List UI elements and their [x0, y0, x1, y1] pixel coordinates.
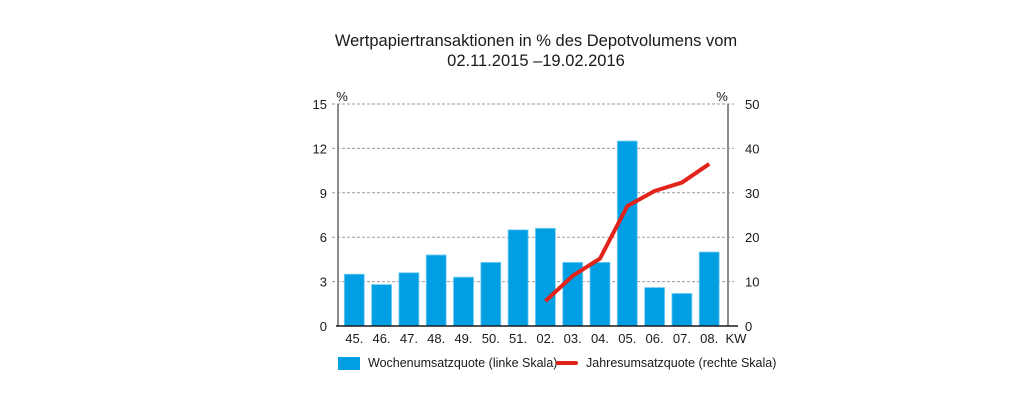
left-tick-label: 15	[313, 97, 327, 112]
x-axis-label: KW	[726, 331, 748, 346]
bar	[480, 261, 502, 327]
bar	[589, 261, 611, 327]
left-tick-label: 6	[320, 230, 327, 245]
chart-title-line2: 02.11.2015 –19.02.2016	[447, 52, 625, 70]
bar	[644, 287, 665, 327]
bar	[616, 140, 638, 327]
x-tick-label: 06.	[646, 331, 664, 346]
left-unit-label: %	[336, 89, 348, 104]
left-tick-label: 9	[320, 186, 327, 201]
right-tick-label: 40	[745, 141, 759, 156]
chart-title-line1: Wertpapiertransaktionen in % des Depotvo…	[334, 32, 738, 50]
legend-item-bars: Wochenumsatzquote (linke Skala)	[338, 356, 557, 370]
x-tick-label: 03.	[564, 331, 582, 346]
bar	[698, 251, 720, 327]
axes	[336, 104, 738, 327]
x-tick-label: 47.	[400, 331, 418, 346]
bar	[398, 272, 420, 327]
x-tick-label: 07.	[673, 331, 691, 346]
x-tick-label: 05.	[618, 331, 636, 346]
right-tick-label: 50	[745, 97, 759, 112]
left-tick-label: 0	[320, 319, 327, 334]
left-tick-label: 3	[320, 275, 327, 290]
x-tick-label: 51.	[509, 331, 527, 346]
x-tick-label: 46.	[373, 331, 391, 346]
bar	[343, 273, 365, 327]
x-tick-label: 48.	[427, 331, 445, 346]
x-tick-label: 50.	[482, 331, 500, 346]
right-tick-label: 0	[745, 319, 752, 334]
legend-swatch-line	[556, 361, 578, 365]
bar	[507, 229, 529, 327]
legend-swatch-bar	[338, 356, 360, 370]
bar	[453, 276, 474, 327]
bar-series	[343, 140, 720, 327]
gridlines	[332, 103, 734, 283]
bar	[671, 293, 693, 327]
legend-item-line: Jahresumsatzquote (rechte Skala)	[556, 356, 776, 370]
x-tick-label: 49.	[454, 331, 472, 346]
bar	[425, 254, 447, 327]
line-series	[544, 162, 711, 303]
x-tick-label: 02.	[536, 331, 554, 346]
tick-labels: 0 3 6 9 12 15 0 10 20 30 40 50% % 45. 46. 47. 48. 49. 50. 5…	[313, 89, 760, 346]
x-tick-label: 45.	[345, 331, 363, 346]
bar	[371, 284, 393, 327]
chart-title: Wertpapiertransaktionen in % des Depotvo…	[0, 31, 1022, 71]
right-tick-label: 10	[745, 275, 759, 290]
right-tick-label: 30	[745, 186, 759, 201]
bar	[535, 227, 556, 327]
legend-label-line: Jahresumsatzquote (rechte Skala)	[586, 356, 777, 370]
x-tick-label: 04.	[591, 331, 609, 346]
left-tick-label: 12	[313, 141, 327, 156]
legend-label-bars: Wochenumsatzquote (linke Skala)	[368, 356, 558, 370]
x-tick-label: 08.	[700, 331, 718, 346]
right-tick-label: 20	[745, 230, 759, 245]
right-unit-label: %	[716, 89, 728, 104]
